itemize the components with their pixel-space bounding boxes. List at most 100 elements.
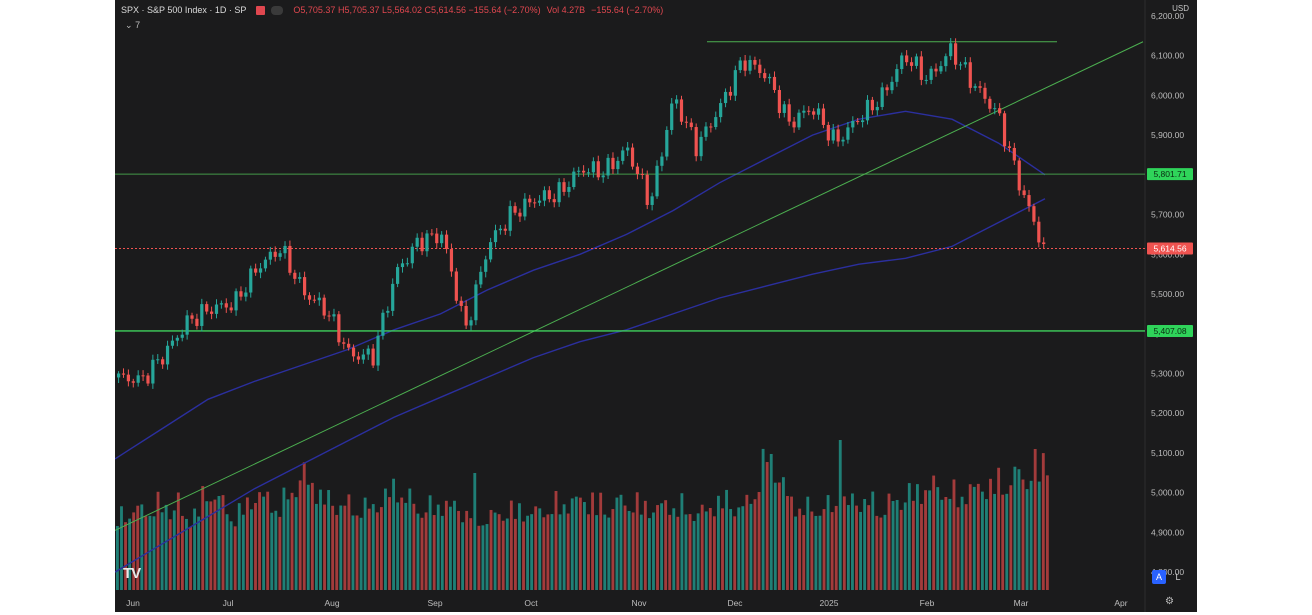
candle-body [396, 267, 400, 284]
candle-body [342, 342, 346, 344]
volume-bar [676, 516, 680, 590]
tradingview-logo[interactable]: TV [123, 565, 141, 582]
candle-body [905, 55, 909, 63]
candle-body [303, 277, 307, 296]
candle-body [640, 173, 644, 175]
flag-icon[interactable] [256, 5, 266, 15]
candle-body [885, 87, 889, 91]
volume-bar [875, 515, 879, 590]
candle-body [826, 124, 830, 141]
volume-bar [615, 497, 619, 590]
candle-body [391, 283, 395, 311]
candle-body [210, 311, 214, 314]
volume-bar [838, 440, 842, 590]
volume-bar [948, 498, 952, 590]
candle-body [626, 147, 630, 151]
volume-bar [469, 518, 473, 590]
candle-body [425, 233, 429, 252]
candle-body [772, 76, 777, 91]
candle-body [1042, 242, 1046, 245]
autoscale-button[interactable]: A [1152, 570, 1166, 584]
volume-bar [985, 499, 988, 590]
volume-bar [306, 484, 310, 590]
candle-body [474, 284, 478, 321]
volume-bar [940, 499, 944, 590]
candle-body [508, 206, 512, 231]
candle-body [601, 175, 605, 178]
volume-bar [924, 490, 927, 590]
volume-bar [461, 522, 465, 590]
volume-bar [680, 493, 684, 590]
volume-bar [911, 500, 915, 590]
volume-bar [1021, 479, 1025, 590]
y-tick-label: 5,500.00 [1151, 289, 1184, 299]
candle-body [978, 86, 982, 88]
volume-bar [721, 508, 724, 590]
support-price-tag: 5,407.08 [1153, 326, 1186, 336]
candle-body [151, 359, 155, 384]
volume-bar [790, 496, 793, 590]
candle-body [254, 268, 258, 273]
y-tick-label: 6,100.00 [1151, 51, 1184, 61]
candle-body [1032, 206, 1036, 222]
volume-bar [310, 482, 314, 590]
x-tick-label: Oct [524, 598, 538, 608]
x-tick-label: Mar [1014, 598, 1029, 608]
volume-bar [335, 514, 339, 590]
volume-bar [777, 482, 781, 590]
candle-body [533, 202, 537, 204]
volume-bar [359, 517, 363, 590]
volume-bar [664, 500, 668, 590]
volume-bar [587, 514, 590, 590]
x-tick-label: Jun [126, 598, 140, 608]
volume-bar [501, 520, 505, 590]
volume-bar [668, 514, 672, 590]
volume-bar [347, 494, 351, 590]
candle-body [919, 56, 923, 80]
volume-bar [493, 512, 497, 590]
volume-bar [221, 495, 225, 590]
candle-body [787, 104, 791, 122]
candle-body [249, 268, 253, 293]
eye-icon[interactable] [271, 5, 284, 15]
volume-bar [603, 514, 607, 590]
volume-bar [448, 506, 452, 590]
symbol-label[interactable]: SPX · S&P 500 Index · 1D · SP [121, 5, 247, 15]
candle-body [430, 233, 434, 235]
volume-bar [980, 491, 984, 590]
price-chart[interactable]: 4,800.00 4,900.00 5,000.00 5,100.00 5,200.00… [115, 0, 1197, 612]
volume-value: Vol 4.27B [546, 5, 586, 15]
volume-bar [1009, 485, 1013, 590]
volume-bar [798, 508, 802, 590]
candle-body [777, 90, 781, 113]
volume-bar [233, 526, 237, 590]
volume-bar [250, 509, 253, 590]
volume-bar [388, 497, 391, 590]
candle-body [596, 161, 600, 178]
volume-bar [907, 483, 911, 590]
volume-bar [993, 493, 997, 590]
chart-panel[interactable]: 4,800.00 4,900.00 5,000.00 5,100.00 5,200.00… [115, 0, 1197, 612]
currency-label[interactable]: USD [1172, 4, 1189, 13]
candle-body [582, 170, 586, 173]
candle-body [895, 69, 899, 82]
candle-body [865, 99, 870, 121]
candle-body [704, 126, 708, 137]
candle-body [278, 253, 282, 257]
x-tick-label: Nov [631, 598, 647, 608]
candle-body [1007, 146, 1012, 148]
candle-body [909, 62, 914, 66]
volume-bar [189, 526, 192, 590]
candle-body [420, 237, 424, 252]
volume-bar [595, 515, 599, 590]
gear-icon[interactable]: ⚙ [1165, 596, 1174, 607]
resistance-price-tag-bg [1147, 168, 1193, 181]
candle-body [180, 334, 184, 338]
indicators-toggle[interactable]: ⌄ 7 [125, 20, 140, 31]
volume-bar [420, 517, 424, 590]
volume-bar [546, 514, 550, 590]
candle-body [542, 190, 547, 201]
volume-bar [237, 503, 241, 590]
log-scale-button[interactable]: L [1175, 572, 1181, 582]
volume-bar [489, 509, 493, 590]
